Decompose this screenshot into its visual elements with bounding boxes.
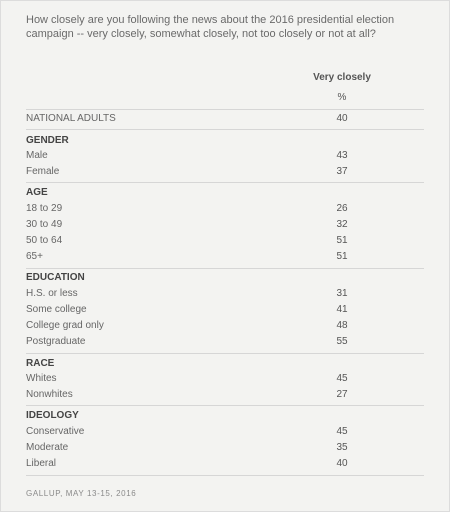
divider [26, 475, 424, 476]
table-row: 18 to 29 26 [26, 201, 424, 217]
row-label: Moderate [26, 442, 69, 453]
row-label: Conservative [26, 426, 85, 437]
row-value: 55 [336, 336, 348, 347]
source-note: GALLUP, MAY 13-15, 2016 [26, 489, 137, 498]
row-label: Some college [26, 304, 87, 315]
table-row: Moderate 35 [26, 440, 424, 456]
question-text: How closely are you following the news a… [26, 14, 395, 40]
group-header: AGE [26, 187, 48, 198]
row-label: 65+ [26, 251, 43, 262]
table-row: NATIONAL ADULTS 40 [26, 111, 424, 127]
row-value: 32 [336, 219, 348, 230]
row-label: Male [26, 150, 48, 161]
row-value: 51 [336, 251, 348, 262]
divider [26, 353, 424, 354]
row-label: Nonwhites [26, 389, 73, 400]
row-label: Liberal [26, 458, 57, 469]
table-row: 50 to 64 51 [26, 233, 424, 249]
table-row: Male 43 [26, 148, 424, 164]
table-row: Nonwhites 27 [26, 387, 424, 403]
row-value: 40 [336, 458, 348, 469]
divider [26, 268, 424, 269]
row-label: 18 to 29 [26, 203, 63, 214]
divider [26, 129, 424, 130]
row-label: Female [26, 166, 60, 177]
table-row: Postgraduate 55 [26, 334, 424, 350]
row-value: 37 [336, 166, 348, 177]
row-value: 35 [336, 442, 348, 453]
table-row: Liberal 40 [26, 456, 424, 472]
table-row: 30 to 49 32 [26, 217, 424, 233]
row-value: 40 [336, 113, 348, 124]
table-row: H.S. or less 31 [26, 286, 424, 302]
row-label: Postgraduate [26, 336, 86, 347]
table-row: 65+ 51 [26, 249, 424, 265]
row-value: 31 [336, 288, 348, 299]
table-row: Whites 45 [26, 371, 424, 387]
row-label: 30 to 49 [26, 219, 63, 230]
row-label: H.S. or less [26, 288, 78, 299]
row-label: NATIONAL ADULTS [26, 113, 116, 124]
row-value: 26 [336, 203, 348, 214]
row-value: 43 [336, 150, 348, 161]
row-value: 48 [336, 320, 348, 331]
column-header: Very closely [313, 72, 371, 83]
divider [26, 109, 424, 110]
table-row: Female 37 [26, 164, 424, 180]
divider [26, 405, 424, 406]
row-label: 50 to 64 [26, 235, 63, 246]
group-header: EDUCATION [26, 272, 85, 283]
column-unit: % [337, 92, 347, 103]
row-value: 45 [336, 373, 348, 384]
row-value: 45 [336, 426, 348, 437]
divider [26, 182, 424, 183]
row-value: 27 [336, 389, 348, 400]
row-label: College grad only [26, 320, 104, 331]
table-row: College grad only 48 [26, 318, 424, 334]
row-value: 41 [336, 304, 348, 315]
table-row: Conservative 45 [26, 424, 424, 440]
row-value: 51 [336, 235, 348, 246]
group-header: GENDER [26, 135, 69, 146]
group-header: IDEOLOGY [26, 410, 79, 421]
group-header: RACE [26, 358, 55, 369]
table-row: Some college 41 [26, 302, 424, 318]
row-label: Whites [26, 373, 57, 384]
